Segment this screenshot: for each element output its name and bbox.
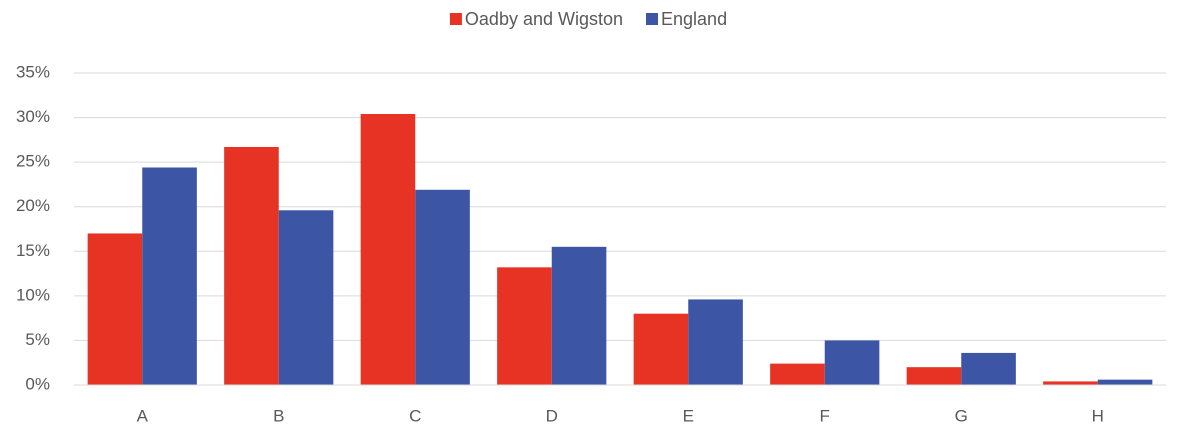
- y-tick-label: 10%: [16, 285, 50, 304]
- x-tick-label: H: [1092, 406, 1104, 425]
- legend-label: Oadby and Wigston: [465, 9, 623, 29]
- x-tick-label: F: [820, 406, 830, 425]
- bar: [415, 189, 470, 385]
- bar: [961, 352, 1016, 385]
- legend-label: England: [661, 9, 727, 29]
- y-tick-label: 0%: [25, 374, 50, 393]
- legend-swatch: [646, 13, 659, 25]
- bar: [87, 233, 143, 385]
- bar: [278, 210, 334, 385]
- bar: [770, 363, 825, 385]
- y-tick-label: 15%: [16, 241, 50, 260]
- bar: [1043, 381, 1098, 385]
- y-tick-label: 35%: [16, 62, 50, 81]
- bar: [1097, 379, 1153, 385]
- bar: [224, 146, 279, 385]
- bar: [688, 299, 743, 385]
- x-tick-label: B: [273, 406, 284, 425]
- bar: [497, 267, 552, 385]
- bar: [824, 340, 880, 385]
- x-tick-label: C: [409, 406, 421, 425]
- y-tick-label: 20%: [16, 196, 50, 215]
- x-tick-label: A: [137, 406, 149, 425]
- x-tick-label: E: [683, 406, 694, 425]
- bar: [551, 246, 607, 385]
- bar: [142, 167, 197, 385]
- y-tick-label: 30%: [16, 107, 50, 126]
- x-tick-label: G: [955, 406, 968, 425]
- y-tick-label: 5%: [25, 330, 50, 349]
- y-tick-label: 25%: [16, 152, 50, 171]
- x-tick-label: D: [546, 406, 558, 425]
- legend-swatch: [449, 13, 462, 25]
- bar: [633, 313, 689, 385]
- bar: [906, 367, 962, 385]
- bar: [360, 114, 416, 386]
